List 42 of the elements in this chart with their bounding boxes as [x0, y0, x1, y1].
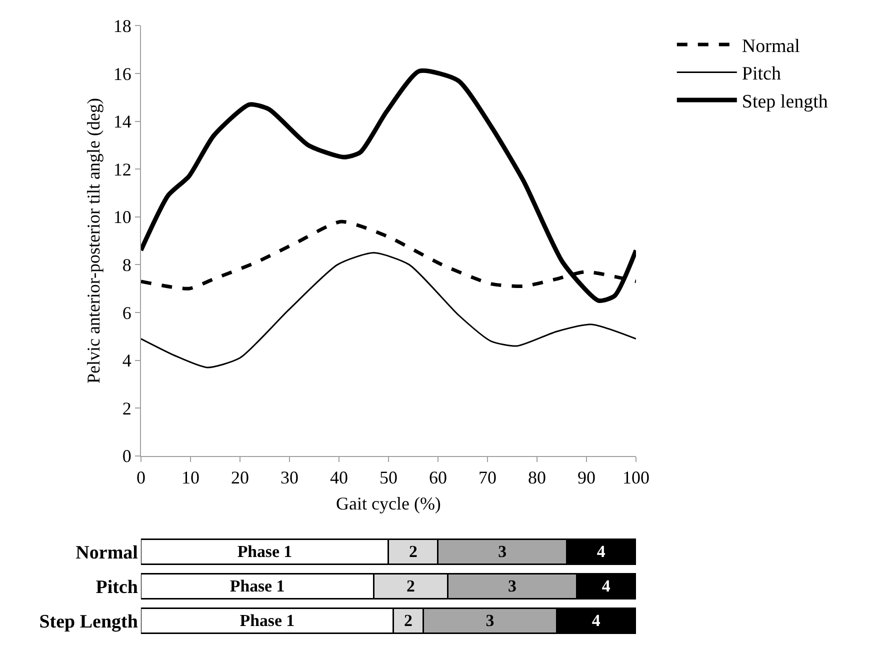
series-label: 2 [409, 542, 418, 562]
x-tick-label: 20 [230, 467, 249, 488]
text: Phase 1 [230, 576, 285, 596]
line-series [140, 252, 636, 368]
y-tick-label: 18 [113, 16, 132, 36]
series-label: 3 [498, 542, 507, 562]
text: 3 [508, 576, 516, 596]
x-tick-label: 80 [528, 467, 546, 488]
y-tick-label: 4 [122, 350, 132, 371]
x-axis-title: Gait cycle (%) [336, 494, 441, 514]
x-tick-label: 90 [577, 467, 596, 488]
x-tick-label: 40 [330, 467, 348, 488]
line-series [140, 68, 636, 303]
y-tick-label: 0 [122, 446, 132, 466]
y-tick-label: 14 [113, 112, 132, 132]
legend-label: Normal [742, 36, 800, 57]
x-tick-label: 100 [622, 467, 650, 488]
text: 4 [592, 611, 600, 630]
text: 4 [602, 576, 610, 596]
text: 3 [486, 611, 494, 630]
y-tick-label: 16 [113, 64, 132, 84]
y-tick-label: Pitch [96, 576, 138, 598]
x-tick-label: 70 [478, 467, 496, 488]
y-tick-label: 10 [113, 207, 132, 228]
x-tick-label: 30 [280, 467, 298, 488]
x-tick-label: 50 [379, 467, 398, 488]
legend-label: Step length [742, 91, 828, 112]
y-tick-label: 6 [122, 302, 132, 323]
series-label: 4 [596, 542, 606, 562]
y-tick-label: Step Length [39, 611, 138, 632]
y-axis-title: Pelvic anterior-posterior tilt angle (deg) [84, 98, 104, 384]
legend-label: Pitch [742, 64, 782, 85]
x-tick-label: 60 [428, 467, 447, 488]
text: Phase 1 [240, 611, 295, 630]
text: 2 [404, 611, 412, 630]
y-tick-label: 8 [122, 254, 132, 275]
y-tick-label: Normal [76, 542, 138, 564]
series-label: Phase 1 [237, 542, 292, 562]
text: 2 [406, 576, 415, 596]
y-tick-label: 2 [122, 398, 132, 418]
y-tick-label: 12 [113, 159, 132, 180]
x-tick-label: 10 [181, 467, 200, 488]
